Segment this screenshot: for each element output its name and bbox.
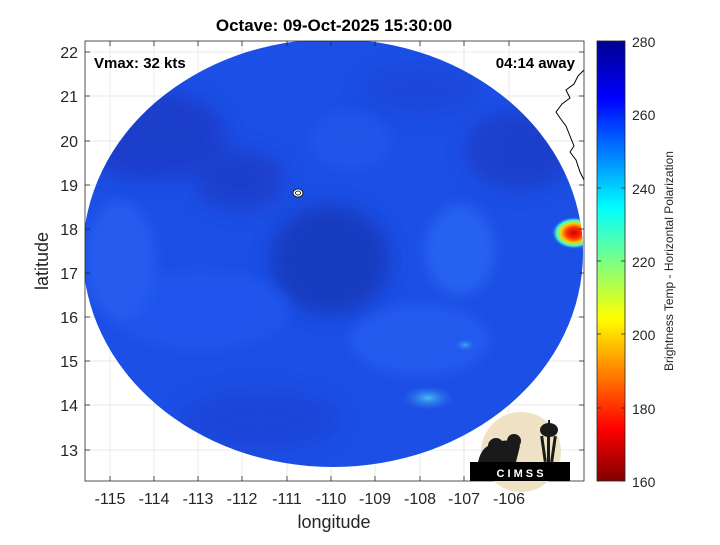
- x-tick-label: -110: [316, 491, 347, 508]
- y-tick-label: 19: [60, 178, 78, 195]
- y-tick-label: 17: [60, 266, 78, 283]
- colorbar-tick-label: 220: [632, 254, 656, 270]
- storm-center-marker: [292, 188, 304, 198]
- x-tick-label: -109: [359, 491, 391, 508]
- y-tick-label: 22: [60, 45, 78, 62]
- y-tick-labels: 22 21 20 19 18 17 16 15 14 13: [60, 45, 78, 460]
- colorbar: 280 260 240 220 200 180 160 Brightness T…: [596, 34, 676, 490]
- cimss-logo: C I M S S: [470, 412, 570, 492]
- y-tick-label: 18: [60, 222, 78, 239]
- y-tick-label: 20: [60, 134, 78, 151]
- chart-title: Octave: 09-Oct-2025 15:30:00: [216, 16, 452, 35]
- y-tick-label: 14: [60, 398, 78, 415]
- colorbar-label: Brightness Temp - Horizontal Polarizatio…: [662, 151, 676, 371]
- axis-ticks: [85, 41, 584, 481]
- y-tick-label: 15: [60, 354, 78, 371]
- x-tick-labels: -115 -114 -113 -112 -111 -110 -109 -108 …: [95, 491, 526, 508]
- colorbar-tick-label: 200: [632, 327, 656, 343]
- x-axis-label: longitude: [297, 512, 370, 532]
- colorbar-gradient: [596, 40, 626, 482]
- map-axes-frame: [84, 40, 585, 482]
- y-axis-label: latitude: [32, 232, 52, 290]
- colorbar-tick-label: 260: [632, 107, 656, 123]
- colorbar-ticks: [597, 40, 625, 482]
- colorbar-tick-label: 240: [632, 181, 656, 197]
- x-tick-label: -114: [139, 491, 170, 508]
- x-tick-label: -106: [493, 491, 525, 508]
- vmax-label: Vmax: 32 kts: [94, 55, 186, 72]
- colorbar-tick-label: 280: [632, 34, 656, 50]
- time-away-label: 04:14 away: [496, 55, 576, 72]
- x-tick-label: -108: [404, 491, 436, 508]
- y-tick-label: 21: [60, 89, 78, 106]
- cimss-logo-text: C I M S S: [496, 468, 543, 480]
- x-tick-label: -112: [227, 491, 258, 508]
- x-tick-label: -115: [95, 491, 126, 508]
- x-tick-label: -111: [272, 491, 302, 508]
- x-tick-label: -113: [183, 491, 214, 508]
- colorbar-tick-label: 160: [632, 474, 656, 490]
- coastline: [555, 69, 584, 181]
- y-tick-label: 16: [60, 310, 78, 327]
- colorbar-tick-label: 180: [632, 401, 656, 417]
- microwave-swath: [85, 41, 584, 467]
- x-tick-label: -107: [448, 491, 480, 508]
- y-tick-label: 13: [60, 443, 78, 460]
